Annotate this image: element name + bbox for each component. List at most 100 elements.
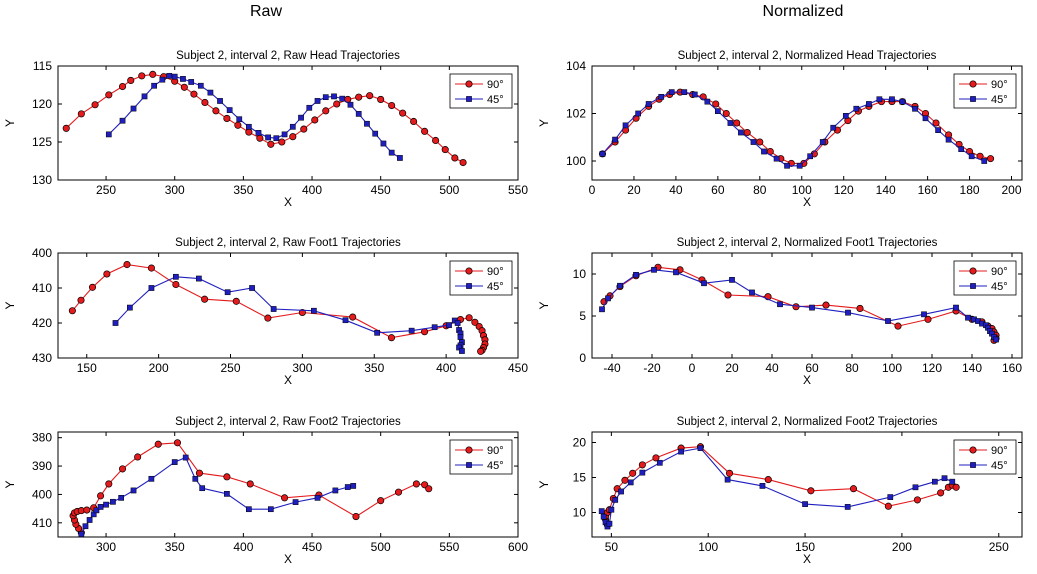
legend-marker-circle (969, 446, 977, 454)
plot-area (57, 65, 519, 181)
data-point (372, 130, 379, 137)
data-point (750, 139, 757, 145)
data-point (606, 520, 613, 527)
legend: 90°45° (449, 439, 513, 475)
chart-title: Subject 2, interval 2, Raw Foot2 Traject… (175, 416, 401, 428)
data-point (306, 104, 313, 111)
data-point (196, 275, 202, 282)
chart-panel-2: Subject 2, interval 2, Normalized Head T… (537, 50, 1023, 209)
legend-marker-circle (465, 446, 473, 454)
data-point (223, 473, 231, 481)
data-point (608, 506, 615, 513)
data-point (130, 487, 137, 494)
x-tick-label: 40 (669, 183, 683, 197)
data-point (82, 523, 89, 530)
data-point (792, 303, 800, 311)
x-tick-label: 100 (792, 183, 812, 197)
data-point (130, 105, 137, 112)
data-point (459, 158, 467, 167)
data-point (105, 91, 113, 99)
data-point (819, 139, 826, 145)
chart-title: Subject 2, interval 2, Raw Head Trajecto… (176, 50, 400, 62)
data-point (656, 459, 663, 466)
x-tick-label: 140 (876, 183, 896, 197)
data-point (945, 136, 952, 143)
data-point (635, 110, 641, 117)
x-axis-label: X (803, 552, 811, 566)
x-tick-label: 60 (711, 183, 725, 197)
data-point (347, 101, 354, 108)
data-point (350, 483, 357, 489)
y-tick-label: 10 (573, 267, 587, 281)
data-point (884, 502, 892, 510)
x-tick-label: 40 (765, 361, 779, 375)
y-axis-label: Y (537, 480, 551, 488)
data-point (138, 72, 146, 80)
data-point (456, 344, 462, 351)
data-point (412, 480, 420, 488)
x-tick-label: 80 (753, 183, 767, 197)
data-point (845, 309, 851, 316)
x-tick-label: 500 (371, 540, 391, 554)
data-point (454, 320, 461, 326)
x-tick-label: -40 (603, 361, 621, 375)
legend-box (953, 439, 1017, 475)
data-point (638, 461, 646, 469)
data-point (639, 469, 646, 476)
data-point (958, 146, 965, 152)
y-tick-label: 390 (32, 459, 52, 473)
data-point (953, 304, 959, 311)
y-axis-label: Y (3, 480, 17, 488)
data-point (387, 334, 396, 342)
y-tick-label: 400 (32, 246, 52, 260)
x-tick-label: 350 (364, 361, 384, 375)
data-point (410, 117, 418, 126)
data-point (809, 304, 815, 311)
data-point (270, 306, 277, 312)
data-point (224, 289, 231, 296)
data-point (715, 108, 721, 114)
data-point (223, 114, 231, 122)
x-tick-label: 200 (149, 361, 169, 375)
legend: 90°45° (953, 439, 1017, 475)
data-point (425, 485, 433, 493)
series-line-45 (602, 91, 985, 167)
legend-box (449, 439, 513, 475)
data-point (217, 98, 223, 104)
data-point (377, 497, 385, 505)
data-point (172, 280, 180, 289)
data-point (465, 314, 473, 322)
legend: 90°45° (449, 73, 513, 109)
data-point (322, 94, 329, 101)
legend-box (449, 260, 513, 296)
legend: 90°45° (449, 260, 513, 296)
data-point (431, 324, 438, 331)
legend-marker-square (466, 96, 472, 102)
data-point (195, 469, 203, 477)
data-point (349, 313, 357, 321)
data-point (773, 155, 780, 162)
y-axis-label: Y (3, 119, 17, 127)
x-tick-label: 450 (371, 183, 391, 197)
data-point (62, 124, 70, 132)
data-point (912, 484, 919, 491)
data-point (612, 497, 619, 503)
y-tick-label: 5 (579, 309, 586, 323)
y-axis-label: Y (3, 301, 17, 309)
data-point (457, 334, 464, 340)
data-point (621, 476, 629, 484)
data-point (300, 125, 308, 133)
data-point (784, 162, 790, 169)
data-point (97, 492, 105, 500)
x-tick-label: 0 (589, 183, 596, 197)
data-point (599, 306, 605, 313)
x-tick-label: 250 (989, 540, 1009, 554)
legend-marker-circle (465, 267, 473, 275)
data-point (887, 494, 894, 500)
y-tick-label: 430 (32, 351, 52, 365)
legend-label: 45° (991, 94, 1008, 106)
data-point (278, 138, 286, 146)
data-point (724, 291, 732, 299)
data-point (727, 120, 734, 126)
data-point (91, 101, 99, 109)
